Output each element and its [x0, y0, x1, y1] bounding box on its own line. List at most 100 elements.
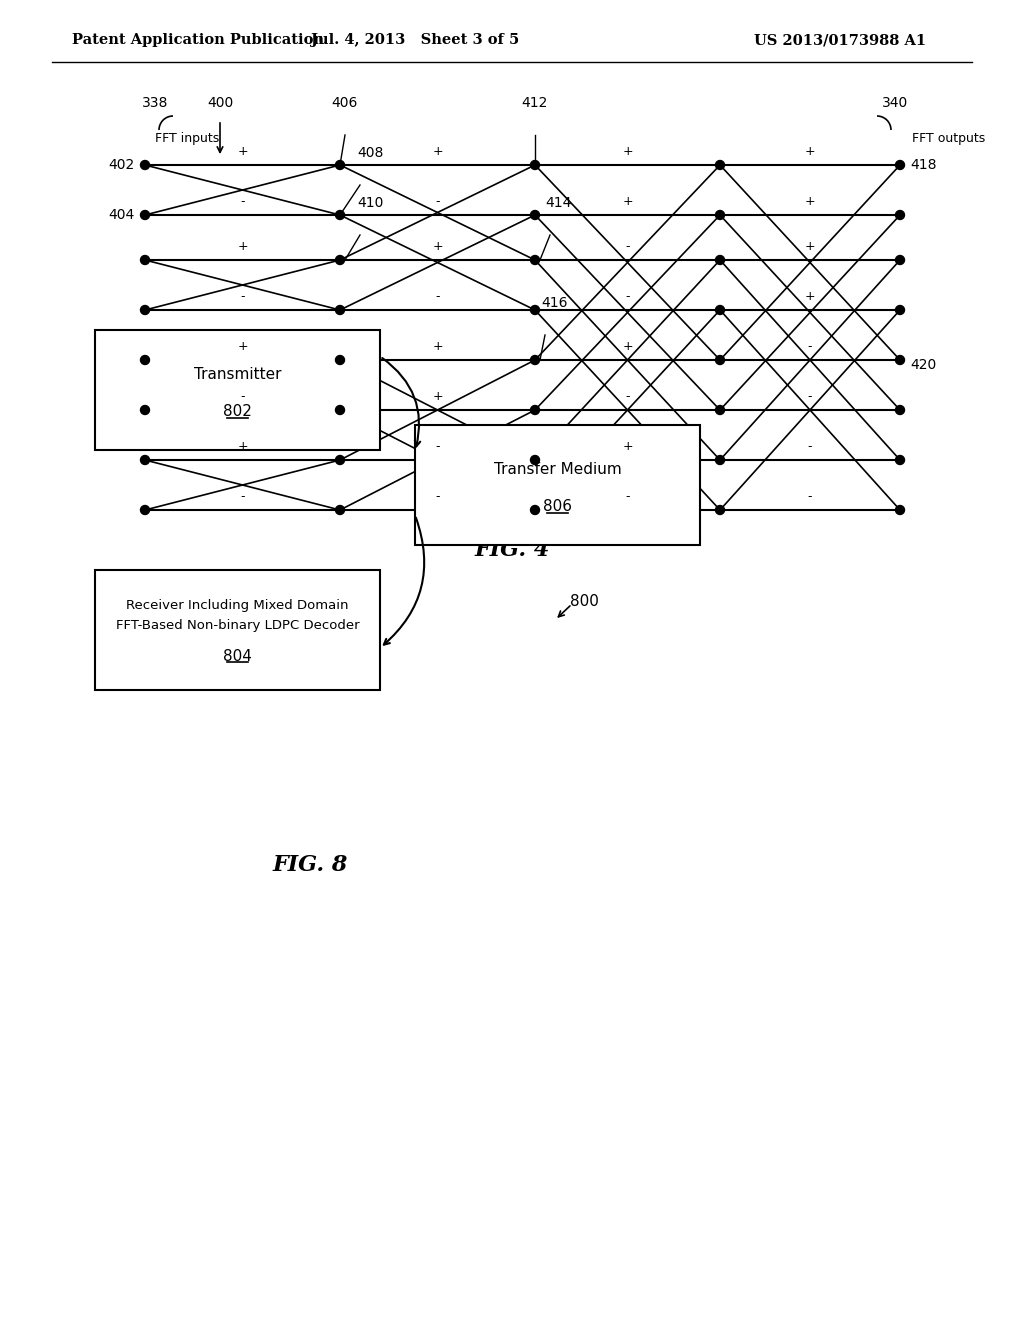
Circle shape: [336, 355, 344, 364]
Circle shape: [896, 355, 904, 364]
Text: 408: 408: [356, 147, 383, 160]
Text: FFT outputs: FFT outputs: [912, 132, 985, 145]
Text: 414: 414: [545, 195, 571, 210]
Circle shape: [336, 256, 344, 264]
Text: +: +: [805, 145, 815, 158]
Circle shape: [716, 355, 725, 364]
Circle shape: [530, 455, 540, 465]
Text: +: +: [805, 290, 815, 304]
Circle shape: [896, 256, 904, 264]
Text: -: -: [241, 195, 245, 209]
Text: +: +: [238, 145, 248, 158]
Text: Patent Application Publication: Patent Application Publication: [72, 33, 324, 48]
Text: -: -: [435, 290, 439, 304]
FancyBboxPatch shape: [415, 425, 700, 545]
Circle shape: [716, 161, 725, 169]
Text: 802: 802: [223, 404, 252, 420]
Text: -: -: [808, 389, 812, 403]
Text: 418: 418: [910, 158, 937, 172]
Text: +: +: [432, 145, 442, 158]
Text: US 2013/0173988 A1: US 2013/0173988 A1: [754, 33, 926, 48]
Circle shape: [530, 210, 540, 219]
Circle shape: [530, 355, 540, 364]
Text: FFT inputs: FFT inputs: [155, 132, 219, 145]
Circle shape: [530, 506, 540, 515]
Circle shape: [716, 256, 725, 264]
FancyBboxPatch shape: [95, 330, 380, 450]
Circle shape: [716, 305, 725, 314]
Circle shape: [336, 161, 344, 169]
Text: +: +: [238, 440, 248, 453]
Circle shape: [716, 210, 725, 219]
Text: -: -: [808, 490, 812, 503]
Text: FIG. 4: FIG. 4: [474, 539, 550, 561]
Text: 804: 804: [223, 649, 252, 664]
Text: -: -: [241, 389, 245, 403]
Circle shape: [530, 405, 540, 414]
Text: -: -: [626, 389, 630, 403]
Text: 404: 404: [109, 209, 135, 222]
Text: -: -: [435, 490, 439, 503]
Text: 410: 410: [356, 195, 383, 210]
Text: Transmitter: Transmitter: [194, 367, 282, 381]
Circle shape: [530, 161, 540, 169]
Text: +: +: [238, 341, 248, 352]
Text: -: -: [241, 490, 245, 503]
Circle shape: [716, 405, 725, 414]
Text: +: +: [623, 195, 633, 209]
Circle shape: [336, 506, 344, 515]
Circle shape: [140, 455, 150, 465]
Circle shape: [140, 355, 150, 364]
Text: 806: 806: [543, 499, 572, 513]
Circle shape: [896, 455, 904, 465]
Text: -: -: [626, 290, 630, 304]
Circle shape: [140, 161, 150, 169]
Text: +: +: [623, 440, 633, 453]
Circle shape: [140, 405, 150, 414]
Text: 416: 416: [542, 296, 568, 310]
Circle shape: [336, 405, 344, 414]
Circle shape: [530, 256, 540, 264]
Text: +: +: [432, 341, 442, 352]
FancyBboxPatch shape: [95, 570, 380, 690]
Text: +: +: [238, 240, 248, 253]
Circle shape: [140, 506, 150, 515]
Text: -: -: [808, 341, 812, 352]
Circle shape: [336, 455, 344, 465]
Circle shape: [896, 506, 904, 515]
Text: 412: 412: [522, 96, 548, 110]
Text: +: +: [432, 240, 442, 253]
Text: FIG. 8: FIG. 8: [272, 854, 348, 876]
Text: -: -: [435, 440, 439, 453]
Circle shape: [140, 256, 150, 264]
Text: Jul. 4, 2013   Sheet 3 of 5: Jul. 4, 2013 Sheet 3 of 5: [311, 33, 519, 48]
Circle shape: [716, 455, 725, 465]
Text: -: -: [241, 290, 245, 304]
Text: +: +: [805, 195, 815, 209]
Text: FFT-Based Non-binary LDPC Decoder: FFT-Based Non-binary LDPC Decoder: [116, 619, 359, 632]
Circle shape: [140, 305, 150, 314]
Circle shape: [896, 210, 904, 219]
Circle shape: [336, 305, 344, 314]
Circle shape: [896, 305, 904, 314]
Text: +: +: [805, 240, 815, 253]
Text: +: +: [432, 389, 442, 403]
Circle shape: [530, 305, 540, 314]
Text: 400: 400: [207, 96, 233, 110]
Text: +: +: [623, 145, 633, 158]
Circle shape: [716, 506, 725, 515]
Text: 340: 340: [882, 96, 908, 110]
Text: +: +: [623, 341, 633, 352]
Text: 402: 402: [109, 158, 135, 172]
Text: 338: 338: [141, 96, 168, 110]
Text: -: -: [626, 490, 630, 503]
Text: -: -: [435, 195, 439, 209]
Circle shape: [336, 210, 344, 219]
Text: -: -: [626, 240, 630, 253]
Circle shape: [140, 210, 150, 219]
Text: Transfer Medium: Transfer Medium: [494, 462, 622, 477]
Circle shape: [896, 161, 904, 169]
Text: -: -: [808, 440, 812, 453]
Text: 420: 420: [910, 358, 936, 372]
Text: 406: 406: [332, 96, 358, 110]
